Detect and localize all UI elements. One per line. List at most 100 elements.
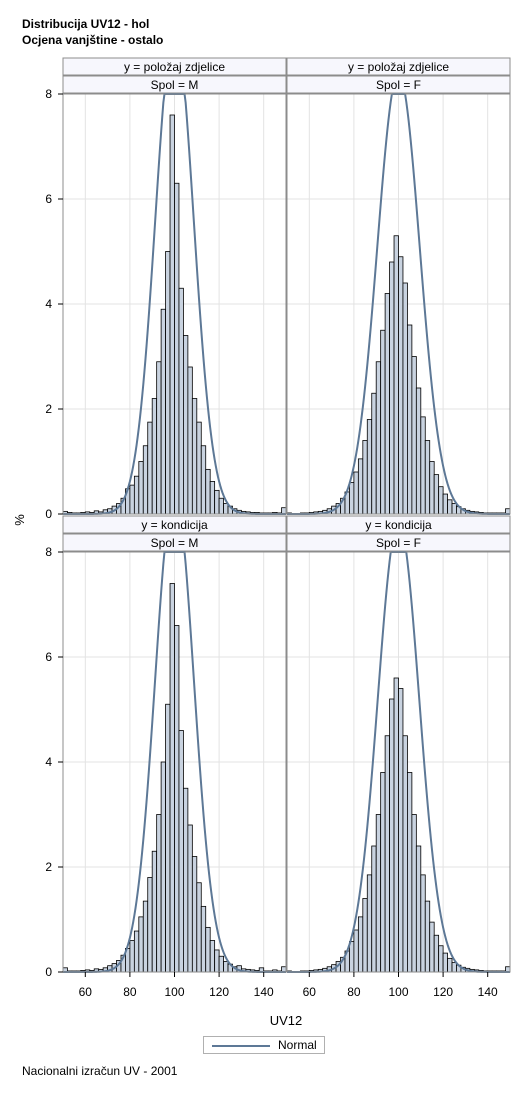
panel-2-bar-27	[402, 282, 408, 515]
panel-3-bar-23	[160, 761, 166, 973]
panel-2-bar-37	[447, 499, 453, 515]
panel-1-row-header-cell	[62, 57, 287, 76]
panel-1-ytick-label: 4	[45, 297, 52, 311]
panel-1-bar-21	[151, 398, 158, 515]
panel-3-bar-28	[183, 787, 189, 973]
panel-2-bar-25	[393, 235, 399, 515]
chart-title: Distribucija UV12 - hol	[22, 17, 150, 31]
panel-3-ytick-label: 8	[45, 545, 52, 559]
panel-2-bar-38	[451, 503, 457, 515]
panel-4-bar-19	[366, 874, 373, 973]
panel-2-bar-28	[407, 324, 413, 515]
panel-3-xtick-label: 100	[164, 985, 184, 999]
panel-1-bar-23	[160, 308, 166, 515]
panel-1-col-header: Spol = M	[151, 78, 199, 92]
panel-2-bar-32	[424, 440, 431, 515]
panel-3-row-header-cell	[62, 515, 287, 534]
panel-4-bar-35	[438, 945, 444, 973]
panel-1-bar-29	[187, 366, 193, 515]
panel-4-bar-18	[362, 898, 368, 973]
panel-1-bar-25	[169, 114, 175, 515]
panel-2-bar-24	[389, 261, 395, 515]
panel-2-bar-15	[349, 482, 355, 515]
panel-3-bar-18	[138, 916, 144, 973]
panel-3-ytick-label: 0	[45, 965, 52, 979]
panel-4-bar-23	[384, 735, 390, 973]
panel-2-row-header: y = položaj zdjelice	[348, 60, 449, 74]
panel-4-bar-17	[357, 916, 364, 973]
panel-3-xtick-label: 140	[254, 985, 274, 999]
panel-2-bar-21	[375, 361, 382, 515]
panel-4-bar-26	[398, 688, 404, 973]
panel-3-col-header: Spol = M	[151, 536, 199, 550]
panel-1-ytick-label: 8	[45, 87, 52, 101]
panel-1-bar-33	[205, 468, 211, 515]
panel-2-bar-34	[433, 474, 440, 515]
panel-4-bar-22	[380, 772, 386, 973]
panel-2-bar-35	[438, 486, 444, 515]
panel-2-bar-36	[442, 493, 448, 515]
panel-1-bar-18	[138, 461, 144, 515]
panel-3-bar-22	[156, 814, 162, 973]
panel-3-xtick-label: 120	[209, 985, 229, 999]
panel-4-bar-38	[451, 962, 457, 973]
panel-1-bar-27	[178, 287, 184, 515]
footnote: Nacionalni izračun UV - 2001	[22, 1064, 178, 1078]
panel-4-xtick-label: 120	[433, 985, 453, 999]
panel-4-bar-20	[371, 845, 377, 973]
panel-2-bar-33	[429, 461, 435, 515]
panel-1-bar-20	[147, 421, 153, 515]
panel-3-bar-35	[214, 949, 220, 973]
panel-3-bar-32	[200, 905, 207, 973]
panel-2-bar-17	[357, 458, 364, 515]
panel-2-bar-16	[353, 471, 359, 515]
panel-4-bar-30	[415, 845, 422, 973]
panel-1-bar-31	[196, 421, 202, 515]
panel-2-bar-23	[384, 293, 390, 515]
panel-4-bar-21	[375, 814, 382, 973]
panel-1-bar-32	[200, 445, 207, 515]
panel-3-ytick-label: 6	[45, 650, 52, 664]
panel-3-bar-16	[129, 940, 135, 973]
panel-4-xtick-label: 80	[347, 985, 361, 999]
panel-1-bar-35	[214, 489, 220, 515]
y-axis-label: %	[12, 514, 27, 526]
panel-1-bar-22	[156, 361, 162, 515]
panel-2-bar-29	[411, 356, 417, 515]
panel-3-bar-29	[187, 824, 193, 973]
panel-3-bar-27	[178, 730, 184, 973]
panel-3-bar-17	[133, 930, 140, 973]
panel-4-bar-37	[447, 957, 453, 973]
panel-3-bar-19	[142, 900, 149, 973]
panel-1-bar-34	[209, 481, 216, 515]
panel-3-bar-25	[169, 583, 175, 973]
panel-1-bar-17	[133, 475, 140, 515]
panel-1-row-header: y = položaj zdjelice	[124, 60, 225, 74]
panel-2-bar-19	[366, 419, 373, 515]
panel-2-bar-18	[362, 440, 368, 515]
panel-1-ytick-label: 6	[45, 192, 52, 206]
legend: Normal	[203, 1036, 325, 1054]
panel-3-bar-36	[218, 955, 224, 973]
panel-4-col-header: Spol = F	[376, 536, 421, 550]
panel-1-ytick-label: 2	[45, 402, 52, 416]
panel-1-bar-37	[223, 503, 229, 515]
panel-2-bar-20	[371, 392, 377, 515]
panel-4-bar-33	[429, 921, 435, 973]
panel-1-bar-26	[174, 182, 180, 515]
panel-3-bar-24	[165, 703, 171, 973]
panel-2-bar-26	[398, 256, 404, 515]
panel-3-bar-31	[196, 882, 202, 973]
panel-4-row-header: y = kondicija	[365, 518, 432, 532]
panel-3-bar-20	[147, 877, 153, 973]
panel-4-bar-27	[402, 735, 408, 973]
panel-3-bar-26	[174, 625, 180, 973]
panel-4-row-header-cell	[286, 515, 511, 534]
panel-3-xtick-label: 60	[79, 985, 93, 999]
panel-2-bar-30	[415, 387, 422, 515]
panel-4-bar-25	[393, 677, 399, 973]
panel-3-xtick-label: 80	[123, 985, 137, 999]
panel-2-row-header-cell	[286, 57, 511, 76]
panel-4-bar-32	[424, 900, 431, 973]
